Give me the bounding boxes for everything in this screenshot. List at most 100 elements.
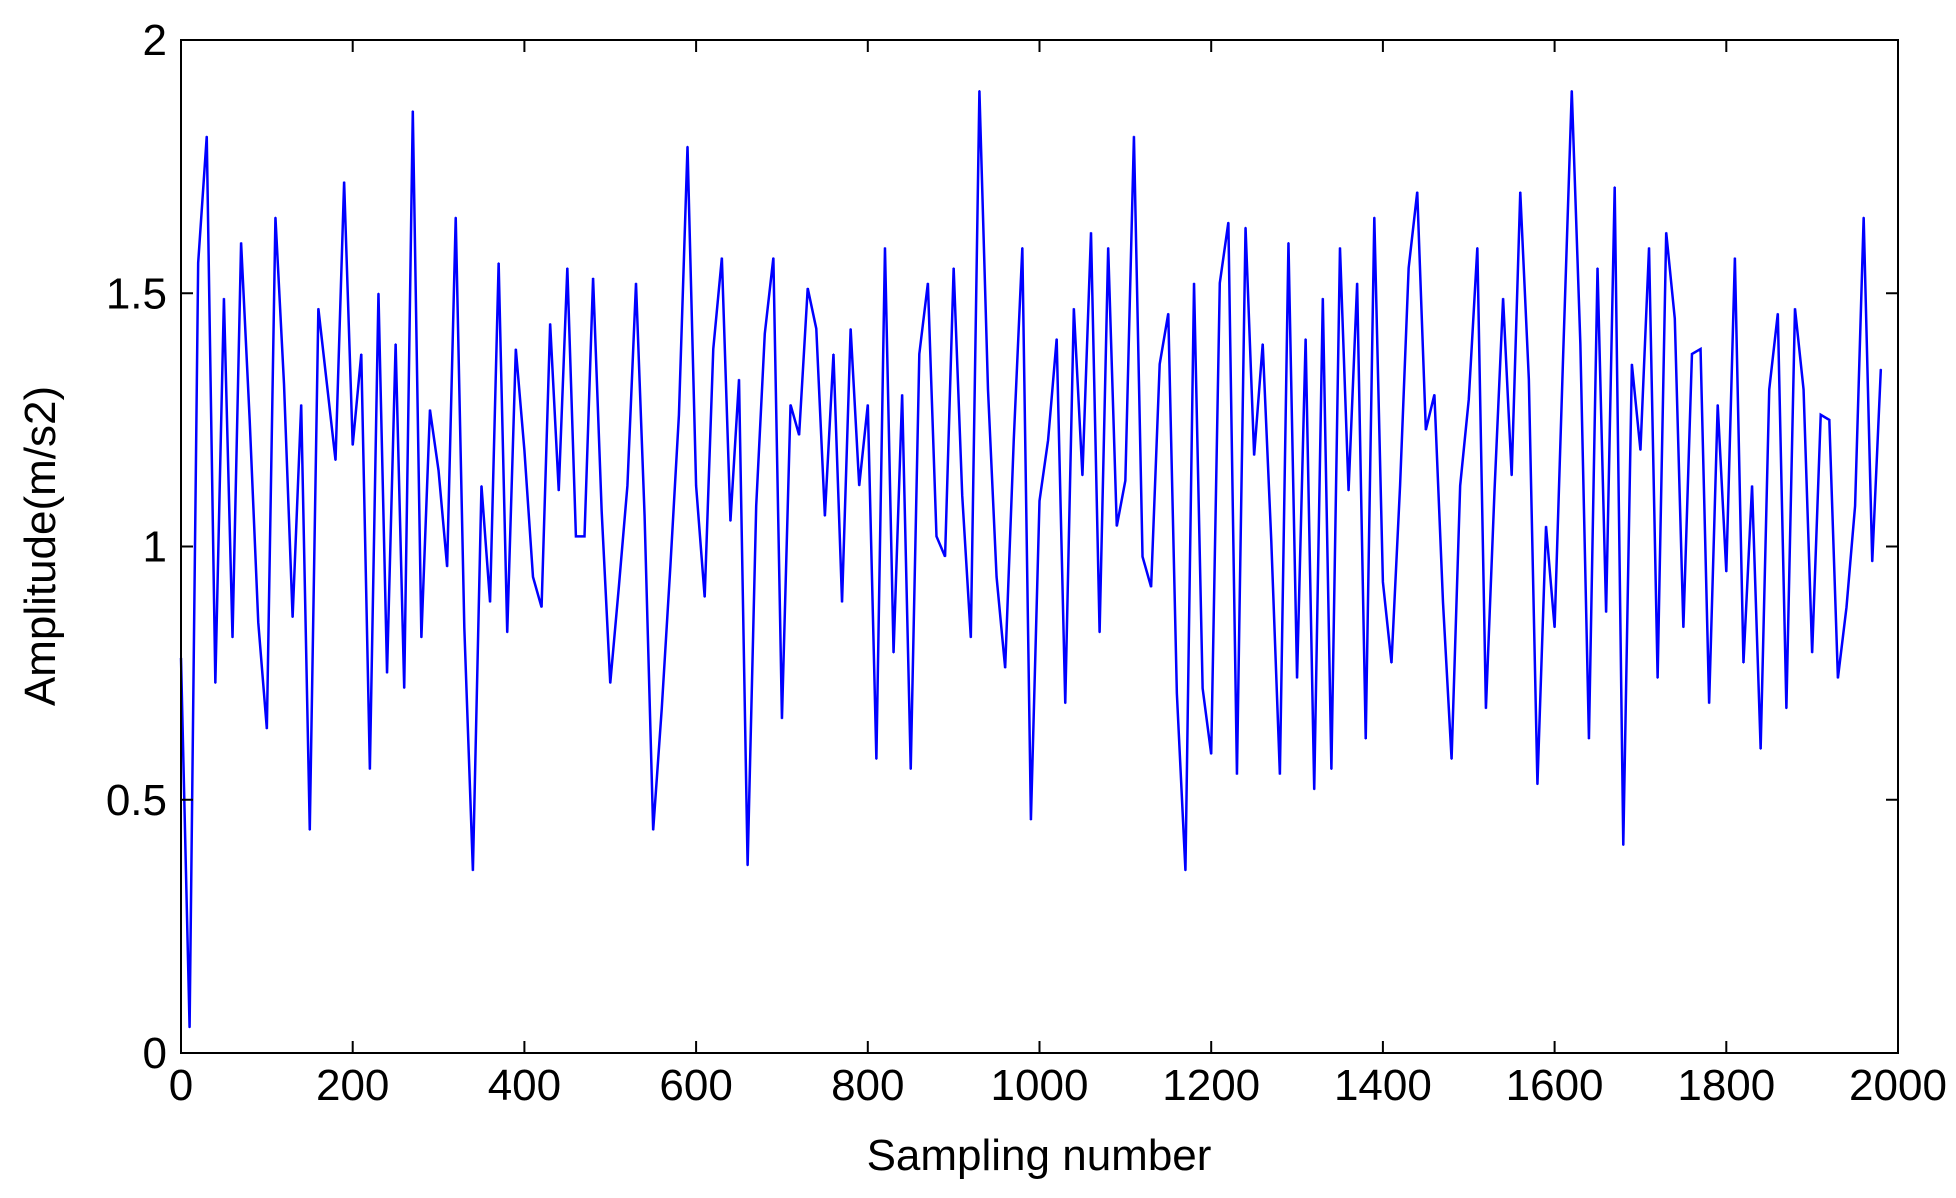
- data-point: [1863, 216, 1865, 218]
- data-point: [1347, 490, 1350, 492]
- data-point: [995, 576, 998, 578]
- data-point: [1021, 247, 1023, 249]
- data-point: [884, 247, 886, 249]
- data-point: [480, 485, 483, 487]
- data-point: [1099, 632, 1101, 634]
- data-point: [1296, 677, 1298, 679]
- data-point: [661, 707, 663, 710]
- data-point: [283, 383, 285, 386]
- data-point: [841, 601, 843, 603]
- data-point: [1502, 297, 1504, 299]
- data-point: [231, 637, 234, 639]
- data-point: [1751, 485, 1753, 487]
- data-point: [953, 267, 955, 269]
- data-point: [334, 459, 337, 461]
- data-point: [1854, 505, 1856, 507]
- y-axis-title: Amplitude(m/s2): [16, 386, 65, 706]
- data-point: [377, 292, 380, 294]
- data-point: [292, 616, 294, 619]
- data-point: [403, 687, 405, 689]
- data-point: [738, 378, 740, 380]
- data-point: [764, 333, 766, 335]
- y-tick-label: 1.5: [106, 269, 167, 318]
- data-point: [1373, 216, 1375, 218]
- data-point: [807, 287, 809, 289]
- data-point: [669, 566, 671, 568]
- data-point: [1734, 257, 1736, 259]
- data-point: [1828, 419, 1830, 421]
- data-point: [1657, 677, 1659, 679]
- data-point: [1871, 561, 1873, 563]
- data-point: [712, 348, 714, 350]
- data-point: [1768, 388, 1770, 391]
- y-tick-label: 1: [143, 523, 167, 572]
- data-point: [978, 90, 981, 92]
- data-point: [257, 621, 259, 624]
- x-tick-label: 1000: [991, 1061, 1089, 1110]
- data-point: [1305, 338, 1307, 340]
- data-point: [927, 282, 929, 284]
- data-point: [188, 1027, 191, 1029]
- y-tick-label: 0.5: [106, 776, 167, 825]
- data-point: [1528, 378, 1530, 380]
- data-point: [1210, 753, 1212, 755]
- data-point: [1794, 307, 1796, 310]
- tick-layer: 0 200 400 600 800 1000 1200 1400 1600 1800 2000 0 0.…: [106, 16, 1947, 1110]
- data-point: [1699, 348, 1702, 350]
- data-point: [1622, 844, 1624, 846]
- data-point: [455, 216, 457, 218]
- data-point: [875, 758, 877, 760]
- data-point: [429, 409, 431, 411]
- data-point: [1554, 626, 1556, 629]
- x-tick-label: 200: [316, 1061, 389, 1110]
- data-point: [1133, 135, 1135, 137]
- data-point: [206, 135, 208, 137]
- x-tick-label: 1200: [1162, 1061, 1260, 1110]
- data-point: [815, 328, 817, 330]
- data-point: [1141, 556, 1144, 558]
- x-tick-label: 1600: [1506, 1061, 1604, 1110]
- data-point: [1408, 267, 1410, 269]
- data-point: [1785, 707, 1787, 710]
- data-point: [1365, 738, 1367, 740]
- data-point: [910, 768, 912, 770]
- data-point: [798, 434, 800, 436]
- data-point: [360, 353, 362, 355]
- data-point: [918, 353, 920, 355]
- data-point: [506, 632, 508, 634]
- data-point: [1631, 363, 1633, 365]
- data-point: [1339, 247, 1341, 249]
- data-point: [1219, 282, 1221, 284]
- data-point: [1287, 242, 1290, 244]
- data-point: [721, 257, 723, 259]
- data-point: [472, 870, 474, 872]
- data-point: [266, 728, 268, 730]
- data-point: [1476, 247, 1478, 249]
- data-point: [1030, 819, 1032, 821]
- data-point: [1536, 783, 1539, 786]
- data-point: [240, 242, 242, 244]
- data-point: [1202, 687, 1204, 689]
- data-point: [1090, 231, 1092, 234]
- data-point: [1802, 388, 1805, 391]
- data-point: [1038, 500, 1041, 502]
- data-point: [446, 566, 448, 568]
- x-tick-label: 0: [169, 1061, 193, 1110]
- data-point: [1390, 662, 1393, 664]
- data-point: [549, 323, 551, 325]
- data-point: [1579, 343, 1581, 345]
- y-tick-label: 2: [143, 16, 167, 65]
- data-point: [352, 444, 354, 446]
- data-point: [1588, 738, 1590, 740]
- data-point: [987, 388, 989, 391]
- data-point: [1116, 525, 1118, 527]
- data-point: [412, 110, 414, 112]
- data-point: [1485, 707, 1487, 710]
- data-point: [850, 328, 852, 330]
- x-tick-label: 600: [659, 1061, 732, 1110]
- data-point: [824, 515, 826, 517]
- data-point: [686, 145, 689, 147]
- x-tick-label: 800: [831, 1061, 904, 1110]
- data-point: [515, 348, 517, 350]
